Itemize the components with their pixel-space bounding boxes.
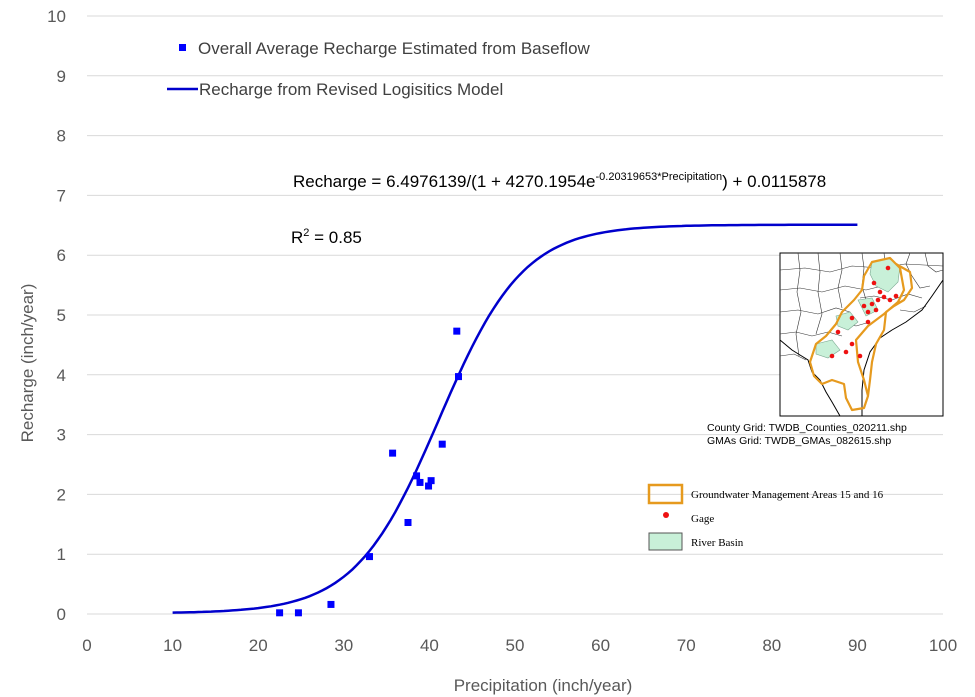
gage-dot-icon xyxy=(663,512,669,518)
r2-value: = 0.85 xyxy=(309,228,361,247)
x-tick-label: 70 xyxy=(677,636,696,655)
baseflow-point xyxy=(413,472,421,480)
x-tick-label: 50 xyxy=(506,636,525,655)
gage-points xyxy=(829,265,899,359)
map-caption-county: County Grid: TWDB_Counties_020211.shp xyxy=(707,422,907,434)
equation-annotation: Recharge = 6.4976139/(1 + 4270.1954e-0.2… xyxy=(293,171,826,191)
y-tick-label: 9 xyxy=(57,67,66,86)
x-tick-label: 20 xyxy=(249,636,268,655)
map-caption-gma: GMAs Grid: TWDB_GMAs_082615.shp xyxy=(707,435,891,447)
x-tick-label: 40 xyxy=(420,636,439,655)
r2-exponent: 2 xyxy=(303,227,309,239)
gma-boundary xyxy=(808,256,914,412)
y-tick-label: 3 xyxy=(57,426,66,445)
y-tick-label: 10 xyxy=(47,7,66,26)
y-tick-label: 2 xyxy=(57,485,66,504)
x-tick-label: 80 xyxy=(762,636,781,655)
baseflow-point xyxy=(425,482,433,490)
x-tick-label: 10 xyxy=(163,636,182,655)
legend-label-baseflow: Overall Average Recharge Estimated from … xyxy=(198,39,591,58)
x-tick-label: 30 xyxy=(334,636,353,655)
map-content xyxy=(780,253,943,416)
map-legend-gage-label: Gage xyxy=(691,513,714,525)
baseflow-points xyxy=(276,327,463,617)
r2-annotation: R2 = 0.85 xyxy=(291,227,362,247)
grid-lines xyxy=(87,15,943,615)
baseflow-point xyxy=(455,373,463,381)
baseflow-point xyxy=(389,449,397,457)
x-tick-label: 60 xyxy=(591,636,610,655)
y-tick-label: 1 xyxy=(57,545,66,564)
x-tick-label: 90 xyxy=(848,636,867,655)
equation-suffix: ) + 0.0115878 xyxy=(722,172,826,191)
y-tick-label: 5 xyxy=(57,306,66,325)
y-tick-labels: 0 1 2 3 4 5 6 7 8 9 10 xyxy=(47,7,66,624)
baseflow-point xyxy=(438,440,446,448)
y-tick-label: 6 xyxy=(57,246,66,265)
legend-label-model: Recharge from Revised Logisitics Model xyxy=(199,80,503,99)
y-tick-label: 4 xyxy=(57,366,66,385)
x-tick-label: 100 xyxy=(929,636,957,655)
baseflow-point xyxy=(416,478,424,486)
baseflow-point xyxy=(365,553,373,561)
map-legend: Groundwater Management Areas 15 and 16 G… xyxy=(647,483,884,551)
map-legend-gma-label: Groundwater Management Areas 15 and 16 xyxy=(691,489,884,501)
baseflow-point xyxy=(327,600,335,608)
baseflow-point xyxy=(404,519,412,527)
r2-label: R xyxy=(291,228,303,247)
x-tick-labels: 0 10 20 30 40 50 60 70 80 90 100 xyxy=(82,636,957,655)
equation-prefix: Recharge = 6.4976139/(1 + 4270.1954e xyxy=(293,172,595,191)
y-tick-label: 7 xyxy=(57,186,66,205)
baseflow-point xyxy=(294,609,302,617)
equation-exponent: -0.20319653*Precipitation xyxy=(595,171,722,183)
inset-map: County Grid: TWDB_Counties_020211.shp GM… xyxy=(707,252,944,447)
gma-outline-swatch xyxy=(647,483,684,505)
x-tick-label: 0 xyxy=(82,636,91,655)
legend-square-marker xyxy=(179,44,186,51)
y-axis-title: Recharge (inch/year) xyxy=(18,284,37,443)
x-axis-title: Precipitation (inch/year) xyxy=(454,676,633,695)
model-curve-line xyxy=(172,223,858,614)
map-legend-river-label: River Basin xyxy=(691,537,744,549)
baseflow-point xyxy=(276,609,284,617)
baseflow-point xyxy=(453,327,461,335)
baseflow-point xyxy=(427,477,435,485)
y-tick-label: 8 xyxy=(57,127,66,146)
y-tick-label: 0 xyxy=(57,605,66,624)
river-basin-swatch xyxy=(648,532,683,551)
chart-legend: Overall Average Recharge Estimated from … xyxy=(167,39,591,99)
